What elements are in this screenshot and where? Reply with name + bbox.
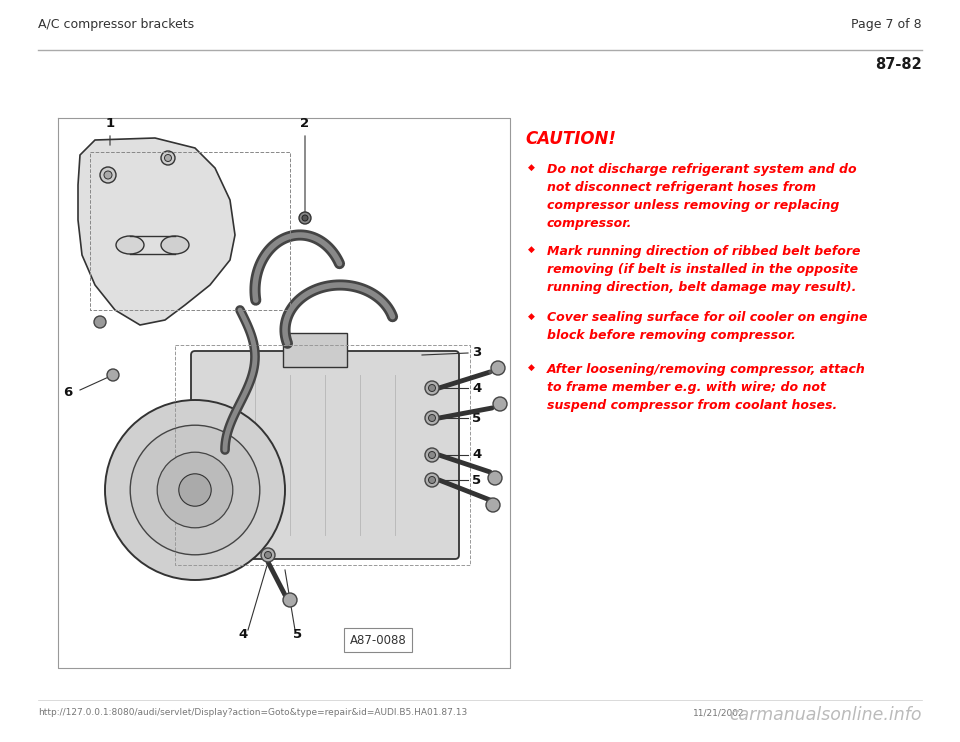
FancyBboxPatch shape <box>283 333 347 367</box>
Text: 6: 6 <box>62 387 72 399</box>
Circle shape <box>100 167 116 183</box>
Text: 4: 4 <box>472 381 481 395</box>
Circle shape <box>105 400 285 580</box>
Circle shape <box>94 316 106 328</box>
Circle shape <box>265 551 272 559</box>
Circle shape <box>486 498 500 512</box>
Circle shape <box>428 451 436 459</box>
Circle shape <box>425 448 439 462</box>
Circle shape <box>179 474 211 506</box>
Circle shape <box>428 415 436 421</box>
Text: After loosening/removing compressor, attach
to frame member e.g. with wire; do n: After loosening/removing compressor, att… <box>547 363 866 412</box>
Circle shape <box>428 384 436 392</box>
Circle shape <box>161 151 175 165</box>
Text: 1: 1 <box>106 117 114 130</box>
Text: A87-0088: A87-0088 <box>349 634 406 646</box>
Text: carmanualsonline.info: carmanualsonline.info <box>730 706 922 724</box>
Circle shape <box>425 473 439 487</box>
Text: Page 7 of 8: Page 7 of 8 <box>852 18 922 31</box>
Circle shape <box>164 154 172 162</box>
Text: http://127.0.0.1:8080/audi/servlet/Display?action=Goto&type=repair&id=AUDI.B5.HA: http://127.0.0.1:8080/audi/servlet/Displ… <box>38 708 468 717</box>
Text: 5: 5 <box>472 473 481 487</box>
Circle shape <box>491 361 505 375</box>
Ellipse shape <box>116 236 144 254</box>
Text: Mark running direction of ribbed belt before
removing (if belt is installed in t: Mark running direction of ribbed belt be… <box>547 245 860 294</box>
Circle shape <box>425 411 439 425</box>
Circle shape <box>104 171 112 179</box>
Text: 5: 5 <box>472 412 481 424</box>
Circle shape <box>131 425 260 555</box>
Text: Cover sealing surface for oil cooler on engine
block before removing compressor.: Cover sealing surface for oil cooler on … <box>547 312 868 343</box>
Circle shape <box>425 381 439 395</box>
Text: ◆: ◆ <box>528 163 535 172</box>
Text: CAUTION!: CAUTION! <box>525 130 616 148</box>
Text: 2: 2 <box>300 117 309 130</box>
Circle shape <box>299 212 311 224</box>
Circle shape <box>261 548 275 562</box>
Text: A/C compressor brackets: A/C compressor brackets <box>38 18 194 31</box>
Circle shape <box>107 369 119 381</box>
Circle shape <box>493 397 507 411</box>
Text: ◆: ◆ <box>528 245 535 254</box>
Circle shape <box>488 471 502 485</box>
Text: 11/21/2002: 11/21/2002 <box>693 708 745 717</box>
Text: ◆: ◆ <box>528 363 535 372</box>
Text: 5: 5 <box>294 628 302 642</box>
Text: 87-82: 87-82 <box>876 57 922 72</box>
Text: 4: 4 <box>238 628 248 642</box>
Circle shape <box>283 593 297 607</box>
Circle shape <box>428 476 436 484</box>
Text: ◆: ◆ <box>528 312 535 321</box>
Text: 3: 3 <box>472 347 481 360</box>
Text: Do not discharge refrigerant system and do
not disconnect refrigerant hoses from: Do not discharge refrigerant system and … <box>547 163 856 230</box>
FancyBboxPatch shape <box>191 351 459 559</box>
Circle shape <box>157 452 233 528</box>
Text: 4: 4 <box>472 448 481 462</box>
Polygon shape <box>78 138 235 325</box>
Circle shape <box>302 215 308 221</box>
Ellipse shape <box>161 236 189 254</box>
